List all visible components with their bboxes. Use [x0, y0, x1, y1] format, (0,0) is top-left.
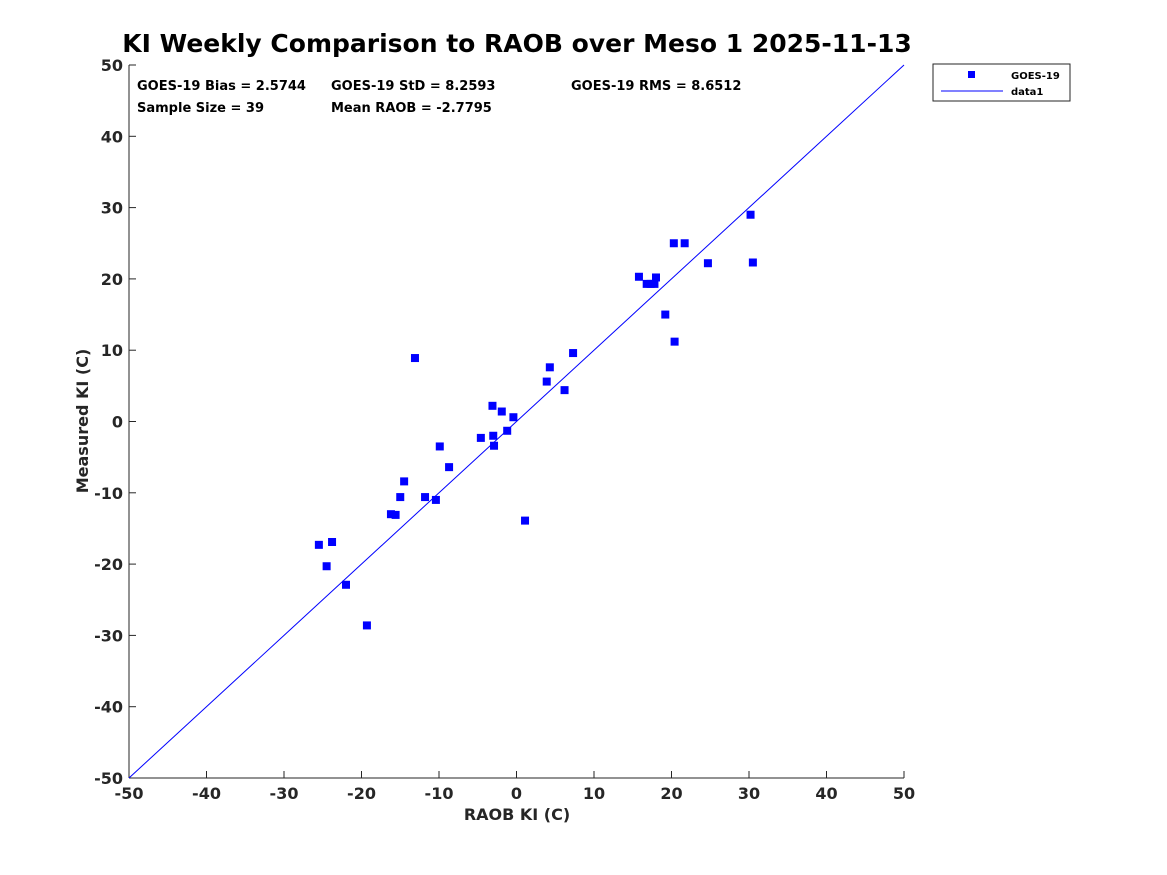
data-point: [652, 273, 660, 282]
y-axis-label: Measured KI (C): [73, 349, 92, 494]
data-point: [661, 310, 670, 319]
y-tick-label: -50: [94, 769, 123, 788]
stat-std: GOES-19 StD = 8.2593: [331, 79, 495, 94]
data-point: [400, 477, 409, 486]
data-point: [569, 349, 578, 358]
data-point: [322, 562, 331, 571]
y-tick-label: 50: [101, 56, 123, 75]
data-point: [670, 337, 679, 346]
y-tick-label: 40: [101, 127, 123, 146]
x-tick-label: -30: [270, 784, 299, 803]
stats-annotations: GOES-19 Bias = 2.5744 GOES-19 StD = 8.25…: [137, 79, 741, 116]
data-point: [509, 413, 518, 422]
y-tick-label: 20: [101, 270, 123, 289]
stat-bias: GOES-19 Bias = 2.5744: [137, 79, 306, 94]
x-tick-label: 40: [815, 784, 837, 803]
data-point: [445, 463, 454, 472]
data-point: [560, 386, 569, 395]
data-point: [391, 510, 400, 519]
y-tick-label: 30: [101, 199, 123, 218]
y-tick-label: -40: [94, 698, 123, 717]
x-tick-label: 50: [893, 784, 915, 803]
legend-box: [932, 63, 1071, 102]
goes19-scatter-series: [314, 210, 757, 630]
x-tick-label: -40: [192, 784, 221, 803]
data-point: [748, 258, 757, 267]
y-axis-ticks: -50 -40 -30 -20 -10 0 10 20 30 40 50: [94, 56, 136, 788]
legend: GOES-19 data1: [932, 63, 1071, 102]
x-tick-label: 30: [738, 784, 760, 803]
data-point: [328, 537, 337, 546]
data-point: [396, 493, 405, 502]
data-point: [542, 377, 551, 386]
x-axis-label: RAOB KI (C): [464, 805, 570, 824]
data-point: [476, 433, 485, 442]
legend-label-goes19: GOES-19: [1011, 71, 1060, 82]
y-tick-label: -30: [94, 626, 123, 645]
data-point: [521, 516, 530, 525]
data-point: [503, 426, 512, 435]
data-point: [669, 239, 678, 248]
data-point: [410, 354, 419, 363]
y-tick-label: -10: [94, 484, 123, 503]
data-point: [314, 540, 323, 549]
x-axis-ticks: -50 -40 -30 -20 -10 0 10 20 30 40 50: [115, 771, 915, 803]
y-tick-label: 10: [101, 341, 123, 360]
chart-title: KI Weekly Comparison to RAOB over Meso 1…: [122, 29, 911, 58]
legend-marker-goes19: [968, 71, 975, 78]
data-point: [650, 279, 659, 288]
one-to-one-line-series: [128, 64, 905, 779]
data-point: [545, 363, 554, 372]
data-point: [431, 495, 440, 504]
x-tick-label: 0: [511, 784, 522, 803]
data-point: [435, 442, 444, 451]
data-point: [703, 259, 712, 268]
stat-mean-raob: Mean RAOB = -2.7795: [331, 101, 492, 116]
data-point: [488, 401, 497, 410]
data-point: [497, 407, 506, 416]
data-point: [746, 210, 755, 219]
data-point: [680, 239, 689, 248]
stat-rms: GOES-19 RMS = 8.6512: [571, 79, 741, 94]
data-point: [362, 621, 371, 630]
data-point: [490, 441, 499, 450]
x-tick-label: 10: [583, 784, 605, 803]
y-tick-label: 0: [112, 413, 123, 432]
legend-label-data1: data1: [1011, 87, 1043, 98]
data-point: [342, 580, 350, 589]
y-tick-label: -20: [94, 555, 123, 574]
x-tick-label: 20: [660, 784, 682, 803]
x-tick-label: -10: [425, 784, 454, 803]
data-point: [489, 431, 498, 440]
x-tick-label: -20: [347, 784, 376, 803]
data-point: [386, 510, 395, 519]
data-point: [634, 272, 643, 281]
data1-line: [128, 64, 905, 779]
data-point: [421, 493, 430, 502]
x-tick-label: -50: [115, 784, 144, 803]
stat-sample-size: Sample Size = 39: [137, 101, 264, 116]
